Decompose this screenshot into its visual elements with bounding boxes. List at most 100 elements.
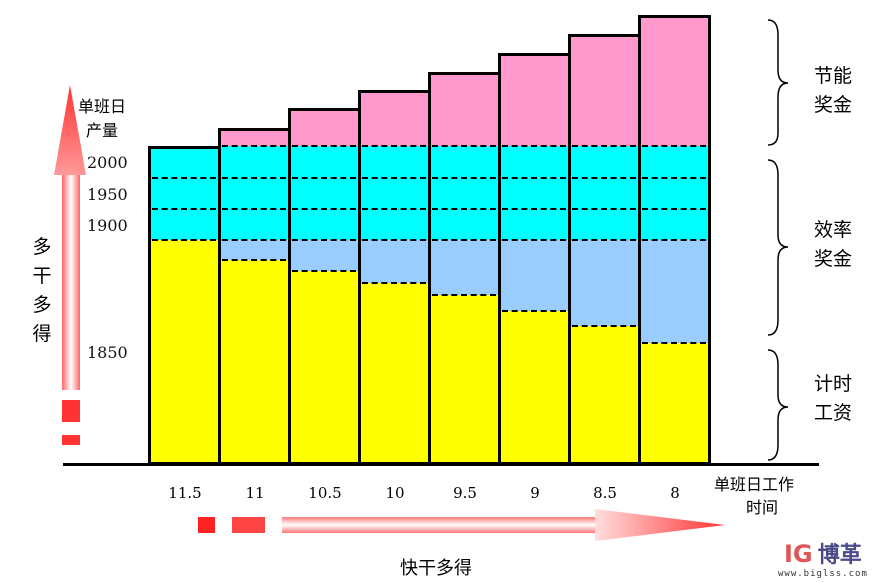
y-tick: 2000 (87, 153, 128, 172)
efficiency-bonus-segment (219, 146, 289, 240)
up-arrow-icon (54, 85, 86, 445)
char: 得 (32, 323, 52, 345)
dashed-line (362, 282, 426, 284)
efficiency-extra-segment (569, 240, 639, 326)
x-tick: 9.5 (453, 484, 477, 502)
bar-outline (638, 15, 711, 465)
y-axis-title-2: 产量 (86, 121, 119, 140)
dashed-line (572, 239, 636, 241)
dashed-line (642, 208, 706, 210)
y-tick: 1900 (87, 216, 128, 235)
x-tick: 11.5 (168, 484, 202, 502)
dashed-line (362, 177, 426, 179)
dashed-line (222, 145, 286, 147)
hourly-wage-segment (499, 311, 569, 465)
x-tick: 8 (670, 484, 680, 502)
efficiency-bonus-segment (499, 146, 569, 240)
x-tick: 10.5 (308, 484, 342, 502)
dashed-line (222, 208, 286, 210)
y-tick: 1950 (87, 185, 128, 204)
dashed-line (222, 259, 286, 261)
energy-bonus-segment (289, 108, 359, 146)
x-axis-title-2: 时间 (746, 498, 779, 517)
dashed-line (502, 145, 566, 147)
dashed-line (572, 325, 636, 327)
dashed-line (362, 239, 426, 241)
bar-outline (358, 90, 431, 465)
dashed-line (432, 294, 496, 296)
char: 多 (32, 236, 52, 258)
brace-label-efficiency-bonus: 效率 奖金 (813, 219, 852, 270)
hourly-wage-segment (639, 343, 709, 465)
efficiency-bonus-segment (639, 146, 709, 240)
efficiency-extra-segment (359, 240, 429, 283)
energy-bonus-segment (359, 90, 429, 146)
dashed-line (292, 270, 356, 272)
y-axis-title-1: 单班日 (78, 97, 127, 116)
efficiency-bonus-segment (359, 146, 429, 240)
dashed-line (432, 177, 496, 179)
logo: IG 博革 (784, 540, 862, 568)
x-tick: 11 (245, 484, 265, 502)
dashed-line (642, 342, 706, 344)
bar-outline (288, 108, 361, 465)
dashed-line (152, 177, 216, 179)
dashed-line (502, 239, 566, 241)
dashed-line (362, 145, 426, 147)
char: 干 (32, 265, 52, 287)
logo-url: www.biglss.com (778, 569, 868, 579)
x-axis-title-1: 单班日工作 (714, 475, 795, 494)
efficiency-extra-segment (499, 240, 569, 311)
brace-label-energy-bonus: 节能 奖金 (813, 65, 852, 116)
bar-outline (218, 128, 291, 465)
dashed-line (502, 177, 566, 179)
dashed-line (152, 208, 216, 210)
efficiency-bonus-segment (429, 146, 499, 240)
dashed-line (502, 310, 566, 312)
energy-bonus-segment (569, 34, 639, 146)
efficiency-extra-segment (429, 240, 499, 295)
hourly-wage-segment (289, 271, 359, 465)
x-tick: 8.5 (593, 484, 617, 502)
dashed-line (292, 239, 356, 241)
energy-bonus-segment (219, 128, 289, 146)
dashed-line (432, 145, 496, 147)
dashed-line (152, 239, 216, 241)
energy-bonus-segment (499, 53, 569, 146)
dashed-line (642, 177, 706, 179)
bar-outline (568, 34, 641, 465)
dashed-line (222, 177, 286, 179)
energy-bonus-segment (429, 72, 499, 146)
dashed-line (362, 208, 426, 210)
char: 多 (32, 294, 52, 316)
hourly-wage-segment (429, 295, 499, 465)
efficiency-bonus-segment (149, 146, 219, 240)
efficiency-extra-segment (289, 240, 359, 271)
dashed-line (432, 239, 496, 241)
x-tick: 10 (385, 484, 405, 502)
efficiency-extra-segment (639, 240, 709, 343)
efficiency-extra-segment (219, 240, 289, 260)
brace-icons (767, 19, 789, 461)
efficiency-bonus-segment (289, 146, 359, 240)
dashed-line (222, 239, 286, 241)
dashed-line (502, 208, 566, 210)
efficiency-bonus-segment (569, 146, 639, 240)
dashed-line (292, 145, 356, 147)
dashed-line (642, 145, 706, 147)
bar-outline (428, 72, 501, 465)
brace-label-hourly-wage: 计时 工资 (813, 373, 852, 424)
baseline (63, 463, 819, 466)
bar-outline (498, 53, 571, 465)
dashed-line (572, 208, 636, 210)
left-arrow-label: 多 干 多 得 (17, 233, 67, 349)
energy-bonus-segment (639, 15, 709, 146)
dashed-line (572, 177, 636, 179)
bottom-arrow-label: 快干多得 (400, 558, 472, 579)
right-arrow-icon (198, 509, 725, 541)
hourly-wage-segment (219, 260, 289, 465)
dashed-line (292, 177, 356, 179)
x-tick: 9 (530, 484, 540, 502)
dashed-line (572, 145, 636, 147)
hourly-wage-segment (569, 326, 639, 465)
